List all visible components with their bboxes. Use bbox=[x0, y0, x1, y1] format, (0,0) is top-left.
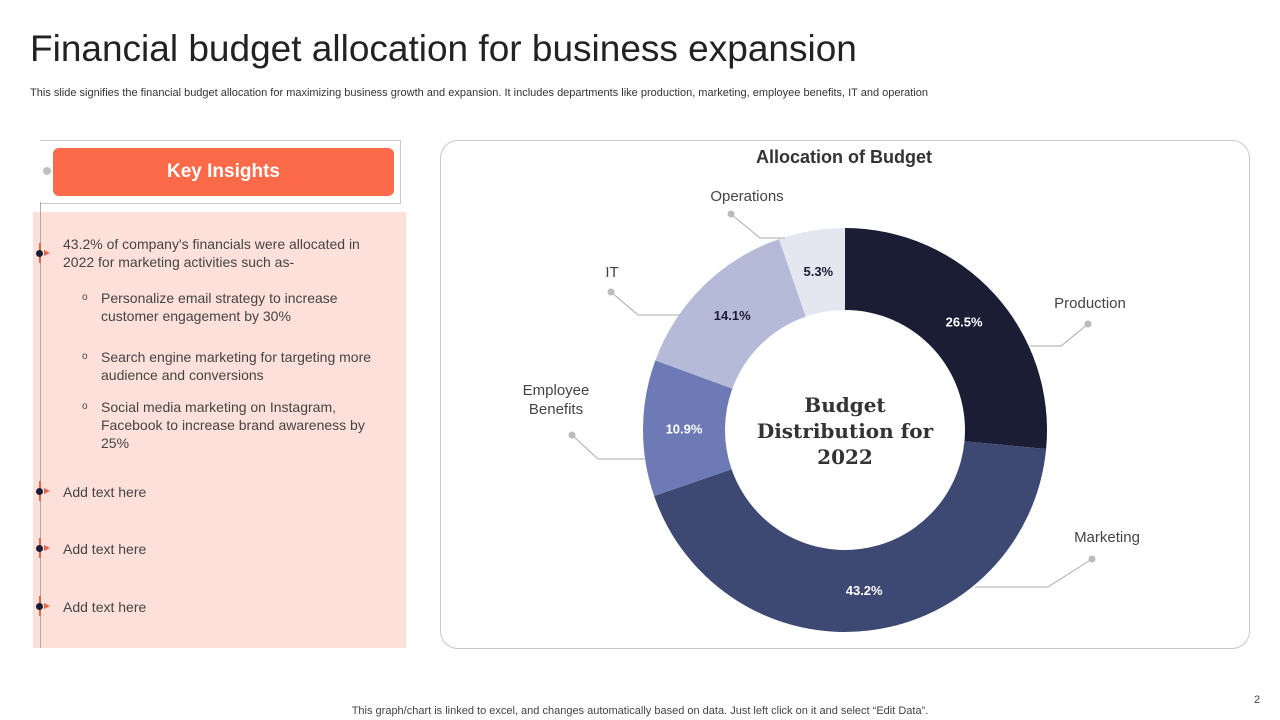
data-label: 14.1% bbox=[714, 308, 751, 323]
category-label: Marketing bbox=[1074, 529, 1140, 546]
heading-frame bbox=[40, 140, 401, 204]
slice-employee-benefits[interactable] bbox=[642, 360, 733, 497]
insights-panel bbox=[33, 212, 406, 648]
leader-dot bbox=[568, 431, 576, 439]
data-label: 5.3% bbox=[803, 264, 833, 279]
placeholder-text[interactable]: Add text here bbox=[63, 541, 147, 557]
leader-line bbox=[730, 213, 785, 239]
chart-card bbox=[440, 140, 1250, 649]
sub-bullet-text: Personalize email strategy to increase c… bbox=[101, 290, 338, 324]
leader-dot bbox=[1088, 555, 1096, 563]
sub-bullet-text: Search engine marketing for targeting mo… bbox=[101, 349, 372, 383]
center-label: Budget bbox=[804, 393, 886, 417]
data-label: 10.9% bbox=[666, 421, 703, 436]
leader-line bbox=[1030, 323, 1089, 347]
footer-note: This graph/chart is linked to excel, and… bbox=[351, 705, 929, 717]
category-label: Operations bbox=[710, 188, 783, 205]
category-label: Employee bbox=[523, 382, 590, 399]
frame-dot bbox=[43, 167, 51, 175]
placeholder-text[interactable]: Add text here bbox=[63, 599, 147, 615]
bullet-marker bbox=[36, 596, 50, 616]
page-title: Financial budget allocation for business… bbox=[30, 28, 857, 69]
leader-line bbox=[571, 434, 645, 460]
page-subtitle: This slide signifies the financial budge… bbox=[30, 87, 929, 99]
key-insights-heading: Key Insights bbox=[53, 148, 394, 196]
chart-title: Allocation of Budget bbox=[756, 147, 932, 167]
slice-production[interactable] bbox=[845, 228, 1047, 450]
slice-marketing[interactable] bbox=[654, 441, 1047, 632]
slice-operations[interactable] bbox=[778, 228, 845, 317]
insight-main: 43.2% of company's financials were alloc… bbox=[63, 236, 360, 270]
sub-bullet: o Social media marketing on Instagram, Fa… bbox=[82, 398, 372, 452]
center-label: 2022 bbox=[817, 445, 873, 469]
leader-dot bbox=[1084, 320, 1092, 328]
page-number: 2 bbox=[1254, 694, 1261, 706]
sub-bullet-text: Social media marketing on Instagram, Fac… bbox=[101, 399, 365, 451]
sub-bullet: o Search engine marketing for targeting m… bbox=[82, 349, 372, 383]
leader-dot bbox=[727, 210, 735, 218]
category-label: IT bbox=[605, 264, 618, 281]
leader-line bbox=[975, 558, 1093, 588]
placeholder-text[interactable]: Add text here bbox=[63, 484, 147, 500]
category-label: Benefits bbox=[529, 401, 583, 418]
bullet-marker bbox=[36, 538, 50, 558]
category-label: Production bbox=[1054, 295, 1126, 312]
sub-bullet: o Personalize email strategy to increase … bbox=[82, 289, 372, 325]
center-label: Distribution for bbox=[757, 419, 934, 443]
leader-dot bbox=[607, 288, 615, 296]
data-label: 43.2% bbox=[846, 583, 883, 598]
bullet-marker bbox=[36, 481, 50, 501]
bullet-marker bbox=[36, 243, 50, 263]
data-label: 26.5% bbox=[946, 315, 983, 330]
leader-line bbox=[610, 291, 680, 316]
timeline-line bbox=[40, 202, 41, 648]
slice-it[interactable] bbox=[655, 239, 806, 389]
